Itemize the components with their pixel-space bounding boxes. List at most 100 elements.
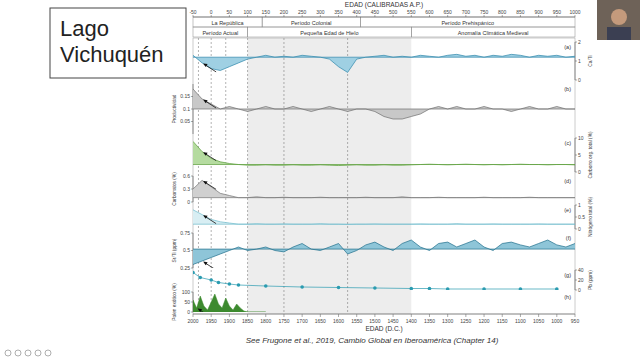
top-tick (247, 15, 248, 17)
slide-title: Lago (60, 16, 109, 41)
panel-letter: (f) (566, 235, 571, 241)
panel-letter: (h) (564, 294, 571, 300)
series-area (193, 210, 575, 225)
panel-letter: (e) (564, 207, 571, 213)
event-line (211, 38, 212, 314)
y-tick (575, 61, 577, 62)
y-axis-title: Pb (ppm) (588, 270, 593, 290)
point (446, 287, 450, 290)
period-label: Período Colonial (291, 20, 332, 26)
period-shade (248, 38, 412, 314)
top-tick (320, 15, 321, 17)
y-tick (191, 176, 193, 177)
x-tick-label: 1200 (478, 318, 489, 324)
period-label: La República (212, 20, 245, 26)
x-tick (520, 314, 521, 317)
title-box (50, 8, 186, 78)
top-tick-label: 250 (298, 9, 307, 15)
arrow-head (203, 152, 208, 156)
x-tick-label: 1000 (551, 318, 562, 324)
point (193, 271, 195, 275)
y-tick-label: 0.05 (180, 118, 190, 124)
y-tick-label: 1 (578, 58, 581, 64)
period-label: Período Actual (202, 30, 238, 36)
y-tick (191, 109, 193, 110)
y-tick (575, 155, 577, 156)
top-tick-label: 850 (516, 9, 525, 15)
period-label: Anomalía Climática Medieval (458, 30, 529, 36)
toolbar-icon (15, 350, 21, 356)
y-tick-label: 0 (187, 199, 190, 205)
panel-data (193, 294, 266, 312)
top-tick (429, 15, 430, 17)
x-tick-label: 1750 (278, 318, 289, 324)
y-axis-title: Polen exótico (%) (172, 283, 177, 321)
point (519, 287, 523, 290)
mean-line (193, 109, 575, 110)
period-box (411, 27, 575, 37)
series-line (193, 141, 575, 165)
y-tick (575, 290, 577, 291)
y-tick-label: 0 (578, 169, 581, 175)
y-tick-label: 1 (578, 202, 581, 208)
y-tick (191, 312, 193, 313)
top-tick (447, 15, 448, 17)
y-tick-label: 0.1 (183, 106, 190, 112)
x-tick-label: 1450 (388, 318, 399, 324)
point (373, 286, 377, 290)
plot-frame (193, 38, 575, 314)
top-tick (538, 15, 539, 17)
y-tick-label: 20 (578, 277, 584, 283)
top-tick-label: 700 (462, 9, 471, 15)
series-area (193, 240, 575, 265)
arrow-head (203, 64, 208, 68)
panel-data (193, 210, 575, 225)
x-tick-label: 1400 (406, 318, 417, 324)
y-tick (575, 172, 577, 173)
y-tick-label: 100 (182, 289, 191, 295)
point (237, 283, 241, 287)
y-tick-label: 0.15 (180, 93, 190, 99)
y-axis-title: Carbono org. total (%) (588, 131, 593, 179)
x-tick (429, 314, 430, 317)
top-tick-label: 150 (262, 9, 271, 15)
top-tick-label: 650 (443, 9, 452, 15)
y-tick (575, 138, 577, 139)
y-tick-label: 0.5 (578, 214, 585, 220)
top-tick (575, 15, 576, 17)
panel-data (193, 180, 575, 197)
x-tick-label: 1050 (533, 318, 544, 324)
toolbar-icon (25, 350, 31, 356)
event-line (225, 38, 226, 314)
x-tick (465, 314, 466, 317)
webcam (597, 0, 640, 40)
x-tick-label: 1600 (333, 318, 344, 324)
y-tick (191, 233, 193, 234)
point (228, 282, 232, 286)
y-tick (191, 96, 193, 97)
x-tick (447, 314, 448, 317)
x-tick (502, 314, 503, 317)
point (209, 278, 213, 282)
panel-letter: (b) (564, 86, 571, 92)
top-tick (520, 15, 521, 17)
x-tick-label: 1900 (224, 318, 235, 324)
period-box (248, 27, 412, 37)
top-tick-label: 900 (534, 9, 543, 15)
arrow-head (203, 262, 208, 266)
top-tick-label: 800 (498, 9, 507, 15)
y-tick (191, 302, 193, 303)
y-tick (191, 189, 193, 190)
top-tick (465, 15, 466, 17)
panel-data (193, 54, 575, 72)
x-tick (211, 314, 212, 317)
x-tick-label: 2000 (187, 318, 198, 324)
arrow-head (203, 181, 208, 185)
point (300, 285, 304, 289)
top-tick (393, 15, 394, 17)
x-tick (575, 314, 576, 317)
x-axis-title: EDAD (D.C.) (365, 325, 402, 333)
x-tick (356, 314, 357, 317)
arrow-head (198, 309, 203, 312)
x-tick (374, 314, 375, 317)
